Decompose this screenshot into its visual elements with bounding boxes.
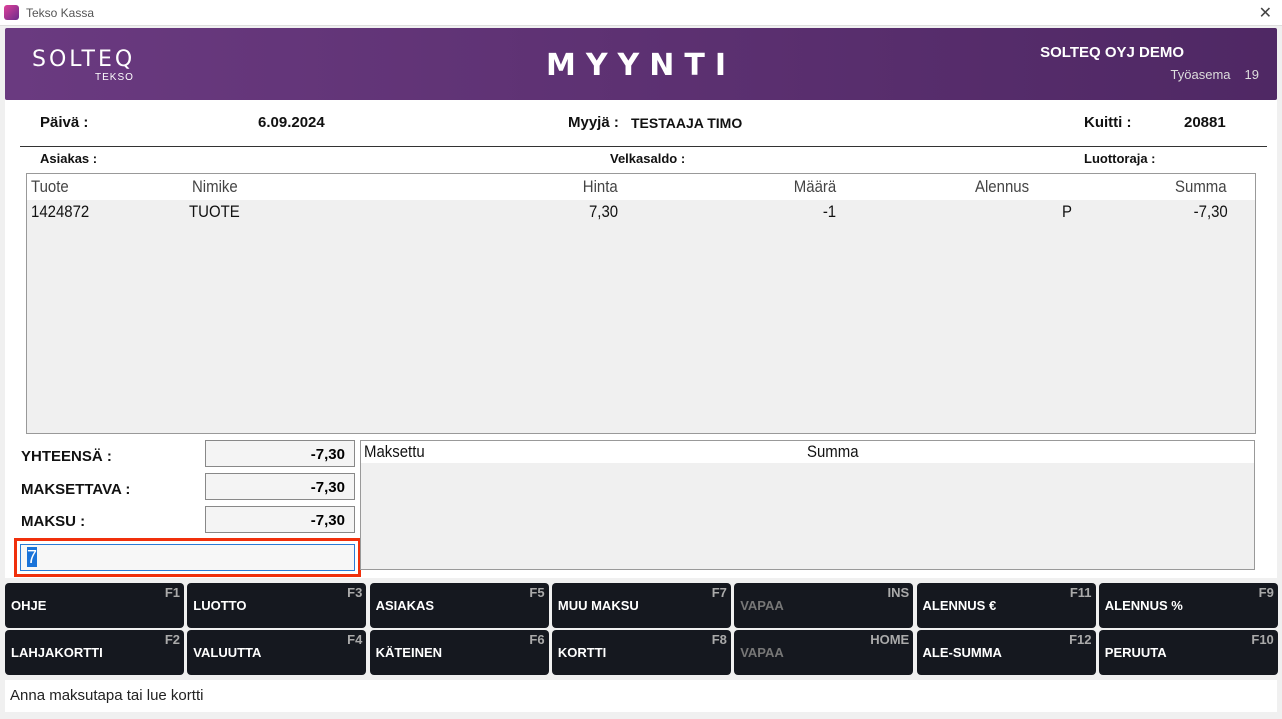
button-label: LUOTTO xyxy=(193,598,247,613)
shortcut-key: F7 xyxy=(711,585,727,600)
items-table[interactable]: Tuote Nimike Hinta Määrä Alennus Summa 1… xyxy=(26,173,1256,434)
col-qty: Määrä xyxy=(793,177,836,196)
date-label: Päivä : xyxy=(40,114,89,131)
shortcut-key: F9 xyxy=(1258,585,1274,600)
button-label: ALENNUS € xyxy=(922,598,997,613)
shortcut-key: F2 xyxy=(164,632,180,647)
col-sum: Summa xyxy=(1175,177,1227,196)
receipt-label: Kuitti : xyxy=(1084,114,1132,131)
button-luotto[interactable]: F3 LUOTTO xyxy=(187,583,367,628)
debt-label: Velkasaldo : xyxy=(610,151,686,166)
shortcut-key: F3 xyxy=(347,585,363,600)
button-ohje[interactable]: F1 OHJE xyxy=(5,583,184,628)
close-icon[interactable]: ✕ xyxy=(1258,5,1272,22)
button-label: ASIAKAS xyxy=(375,598,435,613)
button-label: ALENNUS % xyxy=(1104,598,1183,613)
button-label: VALUUTTA xyxy=(193,645,262,660)
button-label: KORTTI xyxy=(557,645,607,660)
shortcut-key: F5 xyxy=(529,585,545,600)
receipt-value: 20881 xyxy=(1184,114,1226,131)
workstation-number: 19 xyxy=(1244,67,1259,82)
shortcut-key: F8 xyxy=(711,632,727,647)
button-vapaa[interactable]: HOME VAPAA xyxy=(734,630,914,675)
col-discount: Alennus xyxy=(975,177,1030,196)
app-icon xyxy=(4,5,19,20)
header-banner: SOLTEQ TEKSO MYYNTI SOLTEQ OYJ DEMO Työa… xyxy=(5,28,1277,100)
page-title: MYYNTI xyxy=(545,48,737,83)
cell-price: 7,30 xyxy=(588,202,618,221)
button-label: KÄTEINEN xyxy=(375,645,443,660)
payment-value: -7,30 xyxy=(205,506,355,533)
col-price: Hinta xyxy=(583,177,618,196)
button-alennus-[interactable]: F11 ALENNUS € xyxy=(916,583,1096,628)
shortcut-key: HOME xyxy=(870,632,910,647)
input-selected-text: 7 xyxy=(27,547,38,567)
credit-label: Luottoraja : xyxy=(1084,151,1156,166)
button-vapaa[interactable]: INS VAPAA xyxy=(734,583,914,628)
button-label: PERUUTA xyxy=(1104,645,1167,660)
status-text: Anna maksutapa tai lue kortti xyxy=(10,687,204,704)
button-label: OHJE xyxy=(11,598,47,613)
payments-header xyxy=(361,441,1254,463)
button-label: VAPAA xyxy=(740,598,784,613)
payment-label: MAKSU : xyxy=(21,513,86,530)
col-amount: Summa xyxy=(807,442,859,461)
button-label: VAPAA xyxy=(740,645,784,660)
seller-value: TESTAAJA TIMO xyxy=(631,115,743,131)
workstation-label: Työasema xyxy=(1170,67,1231,82)
button-asiakas[interactable]: F5 ASIAKAS xyxy=(369,583,549,628)
seller-label: Myyjä : xyxy=(568,114,619,131)
customer-label: Asiakas : xyxy=(40,151,98,166)
button-label: LAHJAKORTTI xyxy=(11,645,103,660)
company-name: SOLTEQ OYJ DEMO xyxy=(1040,44,1184,61)
input-highlight: 7 xyxy=(14,538,361,577)
shortcut-key: INS xyxy=(887,585,910,600)
col-paid: Maksettu xyxy=(364,442,425,461)
cell-qty: -1 xyxy=(822,202,836,221)
cell-sum: -7,30 xyxy=(1193,202,1228,221)
button-label: ALE-SUMMA xyxy=(922,645,1002,660)
payable-label: MAKSETTAVA : xyxy=(21,481,131,498)
button-peruuta[interactable]: F10 PERUUTA xyxy=(1098,630,1278,675)
shortcut-key: F4 xyxy=(347,632,363,647)
col-product: Tuote xyxy=(31,177,69,196)
shortcut-key: F10 xyxy=(1251,632,1274,647)
cell-product: 1424872 xyxy=(31,202,90,221)
button-käteinen[interactable]: F6 KÄTEINEN xyxy=(369,630,549,675)
window-title: Tekso Kassa xyxy=(26,6,95,20)
payments-table[interactable]: Maksettu Summa xyxy=(360,440,1255,570)
total-label: YHTEENSÄ : xyxy=(21,448,112,465)
payable-value: -7,30 xyxy=(205,473,355,500)
cell-name: TUOTE xyxy=(189,202,240,221)
button-ale-summa[interactable]: F12 ALE-SUMMA xyxy=(916,630,1096,675)
cell-discount: P xyxy=(1062,202,1072,221)
logo: SOLTEQ xyxy=(32,47,136,72)
divider xyxy=(20,146,1267,147)
logo-sub: TEKSO xyxy=(95,72,134,83)
title-bar: Tekso Kassa ✕ xyxy=(0,0,1282,26)
total-value: -7,30 xyxy=(205,440,355,467)
shortcut-key: F6 xyxy=(529,632,545,647)
shortcut-key: F1 xyxy=(164,585,180,600)
button-kortti[interactable]: F8 KORTTI xyxy=(551,630,731,675)
button-label: MUU MAKSU xyxy=(557,598,639,613)
shortcut-key: F11 xyxy=(1069,585,1092,600)
button-valuutta[interactable]: F4 VALUUTTA xyxy=(187,630,367,675)
amount-input[interactable]: 7 xyxy=(20,544,355,571)
workstation: Työasema 19 xyxy=(1171,67,1259,82)
button-alennus-[interactable]: F9 ALENNUS % xyxy=(1098,583,1278,628)
button-lahjakortti[interactable]: F2 LAHJAKORTTI xyxy=(5,630,184,675)
shortcut-key: F12 xyxy=(1069,632,1092,647)
button-muu-maksu[interactable]: F7 MUU MAKSU xyxy=(551,583,731,628)
col-name: Nimike xyxy=(192,177,238,196)
table-header xyxy=(27,174,1255,200)
status-bar: Anna maksutapa tai lue kortti xyxy=(5,680,1277,712)
date-value: 6.09.2024 xyxy=(258,114,325,131)
